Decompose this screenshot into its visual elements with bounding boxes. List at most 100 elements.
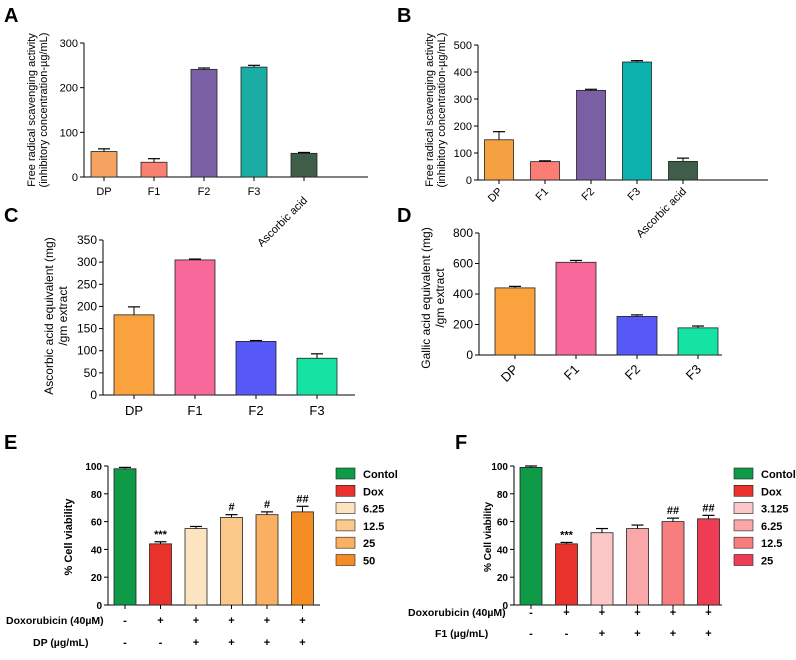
panel-f-significance-label: ***	[560, 529, 574, 541]
panel-a-category-label: Ascorbic acid	[255, 195, 310, 250]
panel-e-ytick-label: 100	[85, 462, 102, 473]
panel-f-bar	[555, 543, 578, 606]
panel-f-bar	[626, 528, 649, 606]
panel-e-bar	[184, 528, 208, 606]
panel-a-ytick-label: 200	[60, 83, 78, 95]
panel-a: A Free radical scavenging activity (inhi…	[4, 5, 368, 249]
panel-f-treatment-sign: +	[670, 607, 676, 619]
panel-d-ytick-label: 800	[453, 226, 473, 240]
panel-f-treatment-sign: +	[599, 628, 605, 640]
panel-d-ylabel-line-2: /gm extract	[433, 268, 447, 328]
panel-e-significance-label: #	[264, 499, 270, 511]
panel-c-ytick-label: 100	[77, 344, 97, 358]
panel-d-ytick-label: 400	[453, 287, 473, 301]
panel-f-treatment-row-label: F1 (µg/mL)	[435, 628, 488, 640]
panel-f-legend-label: 3.125	[761, 504, 789, 516]
panel-a-bar	[290, 152, 318, 178]
panel-e-treatment-row-label: DP (µg/mL)	[33, 637, 88, 649]
panel-f-treatment-row-label: Doxorubicin (40µM)	[408, 607, 506, 619]
panel-e-treatment-sign: +	[299, 615, 305, 627]
panel-f-treatment-sign: +	[563, 607, 569, 619]
panel-a-category-label: DP	[96, 186, 111, 198]
panel-d-category-label: F2	[622, 362, 643, 383]
panel-f-legend-label: Dox	[761, 486, 783, 498]
panel-e-legend-label: 6.25	[363, 504, 384, 516]
panel-f-legend-label: 25	[761, 556, 773, 568]
panel-f-bar	[697, 518, 720, 606]
panel-b-ytick-label: 200	[454, 121, 472, 133]
panel-f-legend-label: Contol	[761, 469, 796, 481]
panel-e-treatment-sign: +	[264, 637, 270, 649]
panel-e-legend-label: 25	[363, 538, 375, 550]
panel-e-treatment-sign: -	[123, 615, 127, 627]
panel-c-bar	[174, 259, 216, 396]
panel-b-ytick-label: 0	[466, 175, 472, 187]
panel-c-category-label: F2	[248, 403, 263, 418]
panel-f: F % Cell viability 0 20 40 60 80 100 - - *** + - + +…	[408, 432, 796, 640]
panel-e-legend-label: 50	[363, 556, 375, 568]
panel-c-ylabel-line-1: Ascorbic acid equivalent (mg)	[42, 237, 56, 394]
panel-f-treatment-sign: +	[705, 628, 711, 640]
panel-f-legend-label: 6.25	[761, 521, 782, 533]
panel-f-ytick-label: 40	[497, 545, 509, 556]
panel-f-legend-swatch	[733, 536, 754, 549]
panel-f-legend-swatch	[733, 502, 754, 514]
panel-b-ylabel-line-1: Free radical scavenging activity	[424, 33, 436, 187]
panel-f-treatment-sign: -	[529, 628, 533, 640]
panel-d-bar	[616, 316, 658, 356]
panel-e-ytick-label: 60	[91, 518, 103, 529]
panel-e-treatment-row-label: Doxorubicin (40µM)	[6, 615, 104, 627]
panel-c-category-label: DP	[125, 403, 143, 418]
panel-f-significance-label: ##	[667, 505, 679, 517]
panel-e-bar	[149, 543, 172, 606]
panel-e-treatment-sign: +	[228, 637, 234, 649]
panel-f-legend-swatch	[733, 484, 754, 497]
panel-b-bar	[622, 61, 652, 181]
panel-f-treatment-sign: +	[670, 628, 676, 640]
panel-b-category-label: F3	[626, 186, 644, 204]
panel-b-ytick-label: 300	[454, 94, 472, 106]
panel-b-bar	[530, 161, 560, 181]
panel-f-bar	[590, 532, 614, 606]
panel-c-category-label: F1	[187, 403, 202, 418]
panel-e-ytick-label: 0	[96, 601, 102, 612]
panel-e: E % Cell viability 0 20 40 60 80 100 - - *** + - + +…	[4, 432, 398, 649]
panel-e-significance-label: ***	[154, 529, 168, 541]
panel-b-category-label: DP	[486, 186, 505, 205]
panel-b-ytick-label: 100	[454, 148, 472, 160]
panel-b-ytick-label: 500	[454, 40, 472, 52]
panel-c-ytick-label: 0	[90, 388, 97, 402]
panel-d-category-label: DP	[498, 362, 521, 385]
panel-f-ytick-label: 80	[497, 490, 509, 501]
panel-c: C Ascorbic acid equivalent (mg) /gm extr…	[4, 205, 355, 418]
panel-e-legend-label: Dox	[363, 486, 385, 498]
panel-c-bar	[113, 314, 155, 396]
panel-d-bar	[494, 287, 536, 356]
panel-f-treatment-sign: +	[599, 607, 605, 619]
panel-label-b: B	[397, 5, 411, 27]
panel-c-ytick-label: 50	[84, 366, 98, 380]
panel-e-bar	[291, 511, 314, 606]
panel-b-bar	[576, 89, 606, 181]
panel-b-ytick-label: 400	[454, 67, 472, 79]
panel-e-treatment-sign: +	[299, 637, 305, 649]
panel-f-legend-swatch	[733, 519, 754, 532]
panel-e-legend-swatch	[335, 519, 356, 532]
panel-label-e: E	[4, 432, 17, 454]
panel-e-treatment-sign: +	[193, 637, 199, 649]
panel-e-legend-swatch	[335, 536, 356, 549]
panel-e-legend-label: Contol	[363, 469, 398, 481]
panel-f-ylabel: % Cell viability	[483, 502, 494, 572]
panel-c-bar	[235, 341, 277, 396]
panel-e-ytick-label: 40	[91, 545, 103, 556]
panel-b: B Free radical scavenging activity (inhi…	[397, 5, 768, 240]
panel-b-bar	[668, 160, 698, 181]
panel-f-treatment-sign: +	[634, 607, 640, 619]
panel-a-category-label: F2	[198, 186, 211, 198]
panel-a-bar	[140, 161, 168, 178]
panel-f-significance-label: ##	[702, 502, 714, 514]
panel-e-ytick-label: 20	[91, 573, 103, 584]
panel-a-bar	[90, 151, 118, 178]
panel-f-legend-swatch	[733, 554, 754, 566]
panel-a-category-label: F1	[148, 186, 161, 198]
